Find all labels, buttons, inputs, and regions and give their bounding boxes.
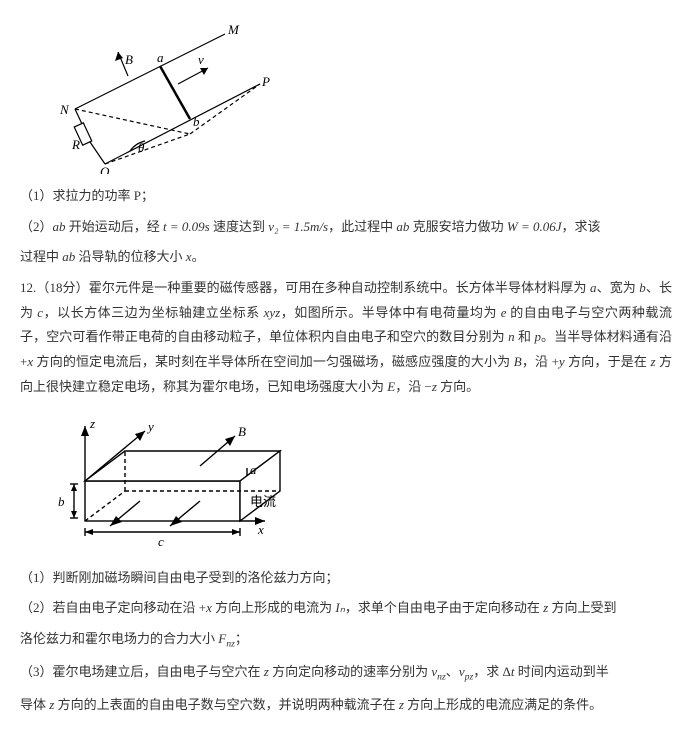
p3g: 方向的上表面的自由电子数与空穴数，并说明两种载流子在 xyxy=(54,697,399,712)
i2: 、宽为 xyxy=(597,280,640,295)
p2b: 方向上形成的电流为 xyxy=(212,600,336,615)
label-theta: θ xyxy=(138,140,145,155)
ab1: ab xyxy=(53,219,66,234)
label-c2: c xyxy=(158,534,164,549)
q12-intro: 12.（18分）霍尔元件是一种重要的磁传感器，可用在多种自动控制系统中。长方体半… xyxy=(20,276,672,399)
i10: ，沿 + xyxy=(522,354,559,369)
p3a: （3）霍尔电场建立后，自由电子与空穴在 xyxy=(20,664,264,679)
t-eq: t = 0.09s xyxy=(163,219,210,234)
i4: ，以长方体三边为坐标轴建立坐标系 xyxy=(43,305,264,320)
p2d: 方向上受到 xyxy=(548,600,616,615)
label-P: P xyxy=(261,74,270,89)
i5: ，如图所示。半导体中有电荷量均为 xyxy=(280,305,501,320)
q12-part2-line1: （2）若自由电子定向移动在沿 +x 方向上形成的电流为 Iₙ，求单个自由电子由于… xyxy=(20,596,672,621)
label-B2: B xyxy=(238,424,246,439)
t3: 速度达到 xyxy=(210,219,269,234)
label-z: z xyxy=(89,416,95,431)
label-current: 电流 xyxy=(250,494,276,509)
label-x: x xyxy=(257,522,264,537)
hall-element-diagram: z y x B a b c 电流 xyxy=(50,406,290,556)
t5: 克服安培力做功 xyxy=(409,219,507,234)
q11-part1: （1）求拉力的功率 P； xyxy=(20,184,672,209)
p2e: 洛伦兹力和霍尔电场力的合力大小 xyxy=(20,631,218,646)
q12-part1: （1）判断刚加磁场瞬间自由电子受到的洛伦兹力方向； xyxy=(20,566,672,591)
p2c: ，求单个自由电子由于定向移动在 xyxy=(345,600,543,615)
p3vnz: vnz xyxy=(431,664,445,679)
t2: 开始运动后，经 xyxy=(66,219,164,234)
vxyz: xyz xyxy=(264,305,281,320)
q11-part2-line1: （2）ab 开始运动后，经 t = 0.09s 速度达到 v₂ = 1.5m/s… xyxy=(20,215,672,240)
label-a2: a xyxy=(250,462,257,477)
p3e: 时间内运动到半 xyxy=(515,664,609,679)
problem12-figure: z y x B a b c 电流 xyxy=(50,406,672,556)
q11-part2-line2: 过程中 ab 沿导轨的位移大小 x。 xyxy=(20,245,672,270)
p2a: （2）若自由电子定向移动在沿 + xyxy=(20,600,206,615)
p3c: 、 xyxy=(446,664,459,679)
t8: 沿导轨的位移大小 xyxy=(75,249,186,264)
i9: 方向的恒定电流后，某时刻在半导体所在空间加一匀强磁场，磁感应强度的大小为 xyxy=(33,354,514,369)
t7: 过程中 xyxy=(20,249,62,264)
t4: ，此过程中 xyxy=(328,219,396,234)
W-eq: W = 0.06J xyxy=(507,219,562,234)
p3h: 方向上形成的电流应满足的条件。 xyxy=(404,697,602,712)
p3d: ，求 Δ xyxy=(473,664,511,679)
label-b2: b xyxy=(58,494,65,509)
label-b: b xyxy=(193,114,200,129)
q12-part3-line2: 导体 z 方向的上表面的自由电子数与空穴数，并说明两种载流子在 z 方向上形成的… xyxy=(20,693,672,718)
i14: 方向。 xyxy=(437,379,479,394)
ab3: ab xyxy=(62,249,75,264)
label-R: R xyxy=(71,137,80,152)
label-a: a xyxy=(157,50,164,65)
rail-incline-diagram: M P N R Q B a b v θ xyxy=(50,24,270,174)
problem11-figure: M P N R Q B a b v θ xyxy=(50,24,672,174)
t6: ，求该 xyxy=(562,219,601,234)
i7: 和 xyxy=(515,329,535,344)
ab2: ab xyxy=(396,219,409,234)
p3f: 导体 xyxy=(20,697,49,712)
label-M: M xyxy=(227,24,240,37)
v2-eq: v₂ = 1.5m/s xyxy=(268,219,328,234)
i13: ，沿 − xyxy=(395,379,432,394)
x: x xyxy=(186,249,192,264)
p2In: Iₙ xyxy=(335,600,345,615)
i11: 方向，于是在 xyxy=(565,354,651,369)
label-y: y xyxy=(146,419,154,434)
label-Q: Q xyxy=(100,164,110,174)
p3b: 方向定向移动的速率分别为 xyxy=(269,664,432,679)
label-v: v xyxy=(198,52,204,67)
q12-part2-line2: 洛伦兹力和霍尔电场力的合力大小 Fnz； xyxy=(20,627,672,654)
i1: 12.（18分）霍尔元件是一种重要的磁传感器，可用在多种自动控制系统中。长方体半… xyxy=(20,280,590,295)
q12-part3-line1: （3）霍尔电场建立后，自由电子与空穴在 z 方向定向移动的速率分别为 vnz、v… xyxy=(20,660,672,687)
label-B: B xyxy=(125,52,133,67)
p3vpz: vpz xyxy=(459,664,473,679)
p2F: Fnz xyxy=(218,631,235,646)
p2f: ； xyxy=(235,631,248,646)
vB: B xyxy=(514,354,522,369)
t: （2） xyxy=(20,219,53,234)
label-N: N xyxy=(59,102,70,117)
